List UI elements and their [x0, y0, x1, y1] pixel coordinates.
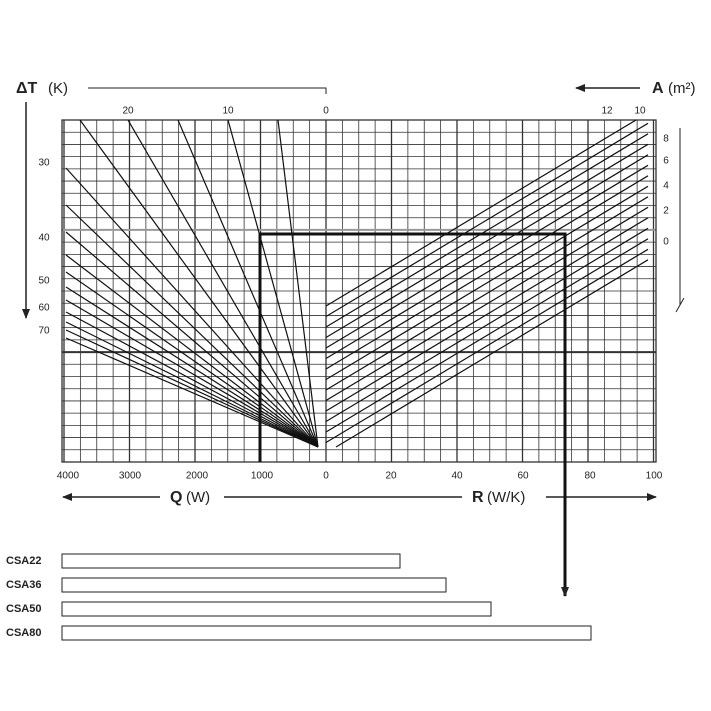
tick-label: 4000: [57, 471, 80, 482]
tick-label: 1000: [251, 471, 274, 482]
q-unit: (W): [186, 489, 210, 506]
tick-label: 30: [38, 158, 50, 169]
curves: [65, 119, 649, 448]
product-bar: [61, 625, 592, 641]
tick-label: 3000: [119, 471, 142, 482]
tick-label: 60: [38, 303, 50, 314]
curve: [335, 259, 649, 448]
product-label: CSA22: [6, 555, 41, 567]
curve: [65, 337, 319, 448]
tick-label: 12: [601, 106, 613, 117]
tick-label: 10: [634, 106, 646, 117]
curve: [65, 254, 319, 448]
curve: [325, 206, 649, 402]
curve: [325, 185, 649, 381]
tick-label: 2: [663, 206, 669, 217]
curve: [325, 154, 649, 349]
curve: [65, 329, 319, 448]
curve: [65, 204, 319, 448]
delta-t-top-line: [88, 87, 327, 94]
tick-label: 2000: [186, 471, 209, 482]
tick-label: 0: [663, 237, 669, 248]
delta-t-unit: (K): [48, 80, 68, 97]
delta-t-label: ΔT: [16, 80, 38, 97]
a-unit: (m²): [668, 80, 695, 97]
example-path: [258, 232, 569, 597]
tick-label: 6: [663, 156, 669, 167]
curve: [65, 286, 319, 448]
curve: [65, 299, 319, 448]
tick-label: 50: [38, 276, 50, 287]
curve: [177, 119, 319, 448]
curve: [325, 248, 649, 444]
tick-label: 0: [323, 106, 329, 117]
tick-label: 20: [122, 106, 134, 117]
r-label: R: [472, 489, 484, 506]
product-label: CSA80: [6, 627, 41, 639]
tick-label: 70: [38, 326, 50, 337]
tick-label: 0: [323, 471, 329, 482]
tick-label: 100: [646, 471, 663, 482]
product-label: CSA50: [6, 603, 41, 615]
curve: [325, 164, 649, 360]
tick-label: 40: [38, 233, 50, 244]
tick-label: 20: [385, 471, 397, 482]
curve: [325, 119, 637, 307]
a-side-line: [675, 128, 685, 313]
curve: [325, 217, 649, 412]
curve: [325, 196, 649, 391]
curve: [65, 311, 319, 448]
tick-label: 60: [517, 471, 529, 482]
curve: [325, 143, 649, 339]
tick-label: 10: [222, 106, 234, 117]
curve: [325, 227, 649, 423]
curve: [127, 119, 319, 448]
curve: [325, 238, 649, 433]
curve: [227, 119, 319, 448]
curve: [79, 119, 319, 448]
grid-border: [61, 119, 657, 463]
curve: [325, 175, 649, 370]
product-label: CSA36: [6, 579, 41, 591]
curve: [277, 119, 319, 448]
tick-label: 8: [663, 134, 669, 145]
r-unit: (W/K): [487, 489, 525, 506]
tick-label: 4: [663, 181, 669, 192]
tick-label: 40: [451, 471, 463, 482]
q-label: Q: [170, 489, 182, 506]
curve: [65, 167, 319, 448]
a-label: A: [652, 80, 664, 97]
product-bar: [61, 553, 401, 569]
curve: [325, 122, 649, 318]
curve: [325, 133, 649, 328]
product-bar: [61, 601, 492, 617]
curve: [65, 231, 319, 448]
curve: [65, 271, 319, 448]
tick-label: 80: [584, 471, 596, 482]
curve: [65, 321, 319, 448]
product-bar: [61, 577, 447, 593]
